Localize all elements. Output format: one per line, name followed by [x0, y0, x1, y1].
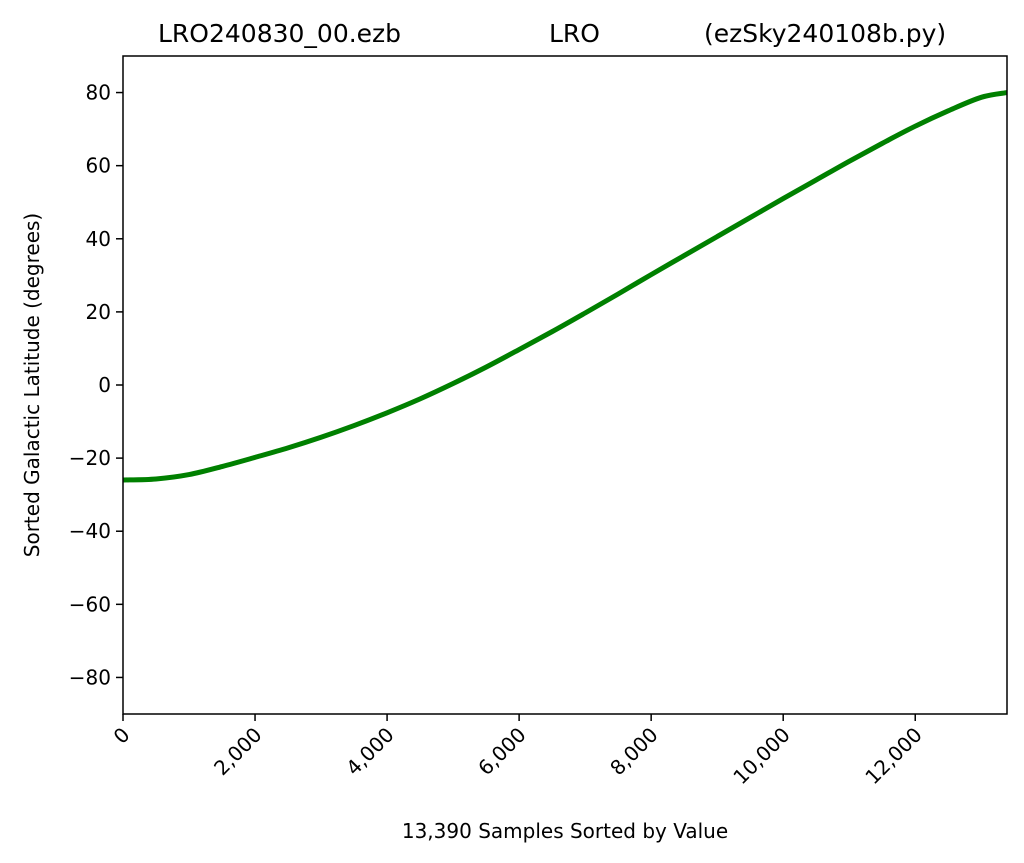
plot-frame [122, 55, 1008, 715]
ticks-layer: 0 2,000 4,000 6,000 8,000 10,000 12,000 80 60 40 2… [69, 81, 927, 789]
series-line [122, 90, 1008, 483]
y-tick-label: 0 [98, 373, 111, 397]
x-tick-label: 10,000 [728, 723, 794, 789]
chart-title: LRO240830_00.ezb LRO (ezSky240108b.py) [158, 19, 946, 48]
y-tick-label: 20 [86, 300, 111, 324]
y-tick-label: −20 [69, 446, 111, 470]
y-tick-label: 40 [86, 227, 111, 251]
y-tick-label: 60 [86, 154, 111, 178]
y-axis-label: Sorted Galactic Latitude (degrees) [20, 213, 44, 557]
y-tick-label: 80 [86, 81, 111, 105]
chart-title-right: (ezSky240108b.py) [704, 19, 946, 48]
x-tick-label: 4,000 [341, 723, 398, 780]
y-tick-label: −60 [69, 592, 111, 616]
x-tick-label: 12,000 [860, 723, 926, 789]
x-axis-label: 13,390 Samples Sorted by Value [402, 819, 728, 843]
chart-title-left: LRO240830_00.ezb [158, 19, 401, 48]
x-tick-label: 6,000 [473, 723, 530, 780]
x-tick-label: 8,000 [605, 723, 662, 780]
x-tick-label: 0 [109, 723, 135, 749]
x-tick-label: 2,000 [209, 723, 266, 780]
plot-layer [122, 90, 1008, 483]
chart-title-center: LRO [549, 19, 600, 48]
y-tick-label: −80 [69, 665, 111, 689]
y-tick-label: −40 [69, 519, 111, 543]
